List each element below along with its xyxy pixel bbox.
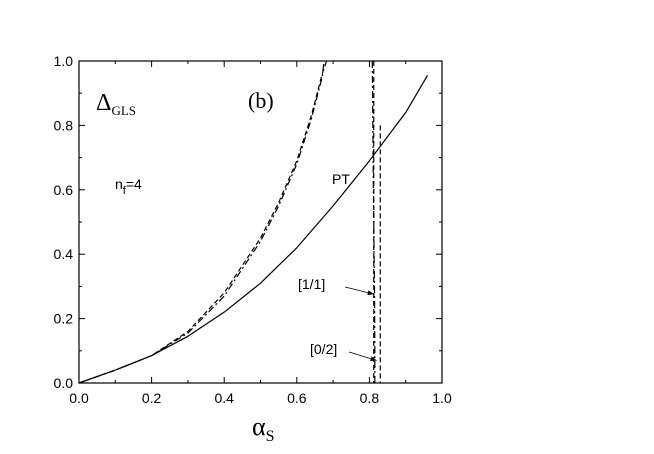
x-axis-label-main: α: [252, 412, 266, 441]
nf-value: =4: [126, 176, 142, 192]
annotation-arrows: [344, 286, 377, 362]
x-tick-label: 0.4: [214, 390, 234, 406]
x-axis-label-sub: S: [266, 428, 275, 445]
label-0-2: [0/2]: [310, 341, 337, 357]
x-axis-label: αS: [252, 412, 275, 445]
nf-label: nf=4: [115, 176, 142, 197]
x-tick-label: 0.8: [360, 390, 380, 406]
label-1-1: [1/1]: [298, 276, 325, 292]
y-tick-label: 0.0: [54, 375, 74, 391]
nf-sub: f: [123, 185, 127, 197]
delta-subscript: GLS: [111, 103, 136, 118]
curves: [78, 60, 428, 384]
series-dashdot-line: [78, 60, 325, 384]
series-dashdot-line: [371, 60, 376, 383]
y-tick-label: 0.6: [54, 182, 74, 198]
x-tick-label: 0.6: [287, 390, 307, 406]
axis-ticks: [78, 60, 443, 384]
y-tick-label: 1.0: [54, 53, 74, 69]
x-tick-label: 0.0: [69, 390, 89, 406]
nf-main: n: [115, 176, 123, 192]
x-tick-labels: 0.0 0.2 0.4 0.6 0.8 1.0: [69, 390, 452, 406]
delta-symbol: Δ: [96, 90, 111, 116]
delta-gls-label: ΔGLS: [96, 90, 136, 118]
panel-label: (b): [248, 88, 274, 113]
arrow-0-2-head: [370, 356, 377, 362]
y-tick-labels: 0.0 0.2 0.4 0.6 0.8 1.0: [54, 53, 74, 391]
y-tick-label: 0.8: [54, 117, 74, 133]
y-tick-label: 0.2: [54, 311, 74, 327]
x-tick-label: 1.0: [432, 390, 452, 406]
pt-label: PT: [332, 171, 350, 187]
arrow-1-1-head: [367, 290, 374, 296]
y-tick-label: 0.4: [54, 246, 74, 262]
x-tick-label: 0.2: [142, 390, 162, 406]
